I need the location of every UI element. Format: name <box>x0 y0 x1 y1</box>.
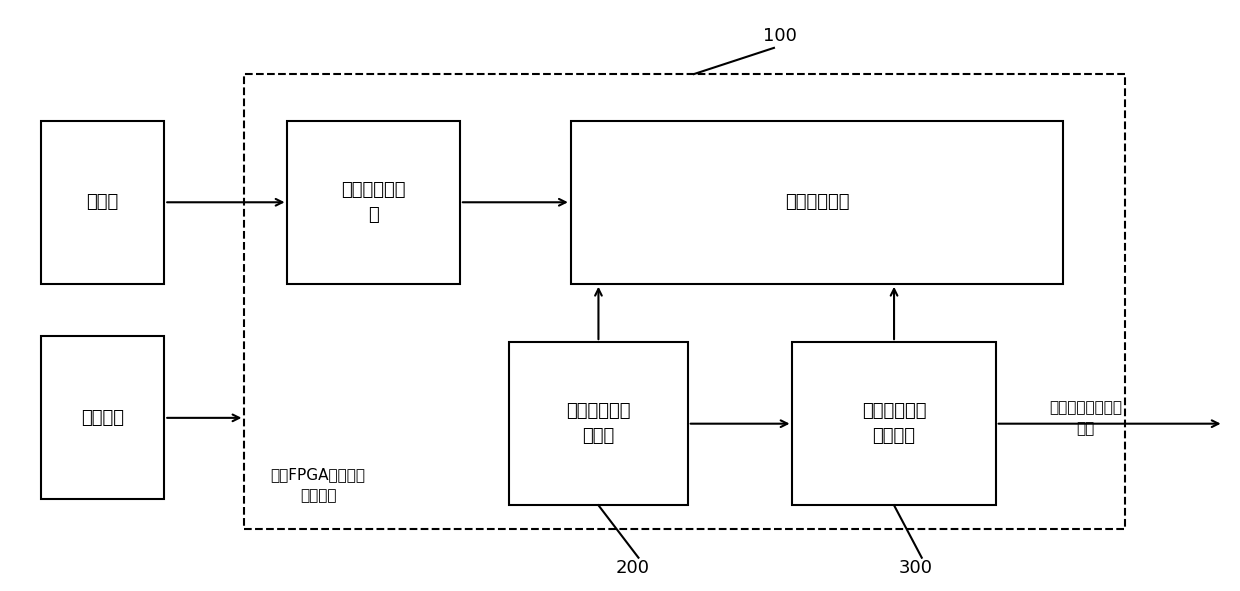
Bar <box>570 121 1064 284</box>
Bar <box>41 336 164 499</box>
Bar <box>510 342 688 505</box>
Text: 200: 200 <box>615 559 650 577</box>
Text: 时钟可动态配
置设备: 时钟可动态配 置设备 <box>567 402 631 445</box>
Bar <box>41 121 164 284</box>
Bar <box>792 342 996 505</box>
Text: 上位机: 上位机 <box>87 193 119 211</box>
Text: 基于FPGA发射频率
调节系统: 基于FPGA发射频率 调节系统 <box>270 467 366 503</box>
Text: 总线译码设备: 总线译码设备 <box>785 193 849 211</box>
Bar <box>288 121 460 284</box>
Text: 外部晶振: 外部晶振 <box>81 409 124 427</box>
Text: 发射脉冲时序
控制设备: 发射脉冲时序 控制设备 <box>862 402 926 445</box>
Text: 300: 300 <box>899 559 932 577</box>
Text: 100: 100 <box>763 27 797 46</box>
Text: 可调目标激励脉冲
信号: 可调目标激励脉冲 信号 <box>1049 400 1122 436</box>
Text: 接口转总线协
议: 接口转总线协 议 <box>341 181 405 224</box>
Bar <box>244 74 1125 528</box>
